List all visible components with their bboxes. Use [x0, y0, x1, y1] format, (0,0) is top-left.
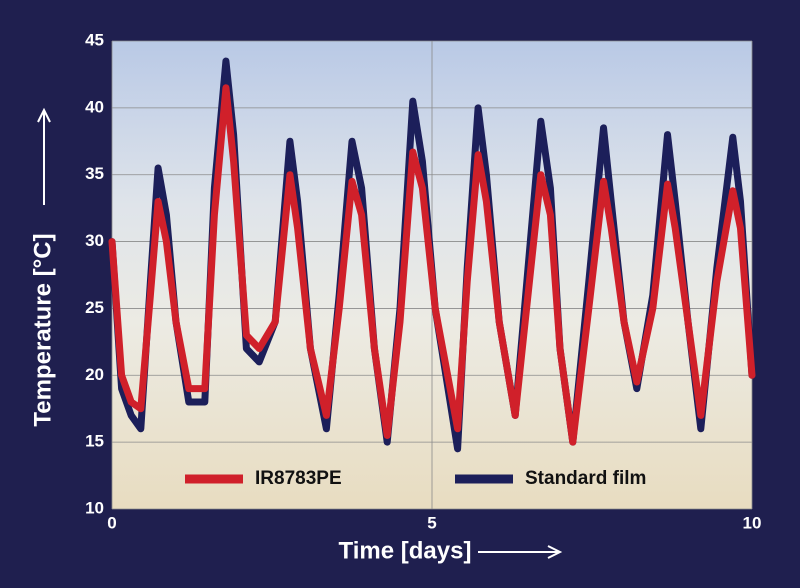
y-tick-label: 30: [85, 231, 104, 250]
y-tick-label: 40: [85, 97, 104, 116]
y-tick-label: 45: [85, 30, 104, 49]
x-tick-label: 0: [107, 513, 116, 532]
y-tick-label: 15: [85, 432, 104, 451]
legend-label: IR8783PE: [255, 468, 342, 489]
y-tick-label: 35: [85, 164, 104, 183]
y-axis-label: Temperature [°C]: [29, 233, 56, 426]
y-tick-label: 20: [85, 365, 104, 384]
line: [108, 84, 756, 446]
x-arrow: [478, 545, 563, 559]
y-tick-label: 10: [85, 498, 104, 517]
x-axis-label: Time [days]: [339, 537, 472, 564]
x-tick-label: 5: [427, 513, 436, 532]
x-tick-label: 10: [743, 513, 762, 532]
legend-label: Standard film: [525, 468, 646, 489]
y-arrow: [37, 107, 51, 205]
y-tick-label: 25: [85, 298, 104, 317]
